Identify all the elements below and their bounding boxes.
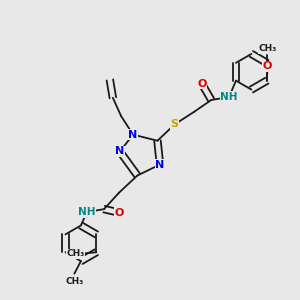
- Text: NH: NH: [220, 92, 238, 102]
- Text: N: N: [128, 130, 138, 140]
- Text: CH₃: CH₃: [66, 249, 85, 258]
- Text: N: N: [155, 160, 165, 170]
- Text: O: O: [263, 61, 272, 71]
- Text: N: N: [115, 146, 124, 157]
- Text: CH₃: CH₃: [65, 277, 83, 286]
- Text: O: O: [197, 79, 206, 88]
- Text: S: S: [171, 119, 179, 129]
- Text: O: O: [115, 208, 124, 218]
- Text: CH₃: CH₃: [258, 44, 277, 53]
- Text: NH: NH: [78, 207, 96, 217]
